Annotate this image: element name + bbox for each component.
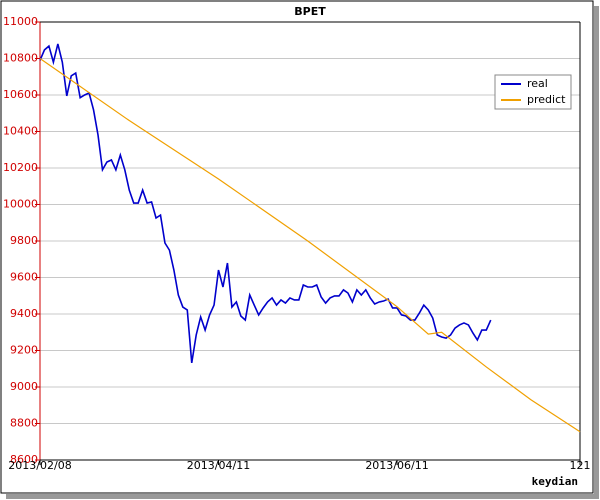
x-tick-label: 2013/06/11 — [365, 459, 428, 472]
x-tick-label: 121 — [570, 459, 591, 472]
shadow — [6, 494, 599, 499]
y-tick-label: 10200 — [3, 161, 38, 174]
y-tick-label: 9600 — [10, 271, 38, 284]
legend-label: real — [527, 77, 548, 90]
y-tick-label: 8800 — [10, 417, 38, 430]
legend-box — [494, 74, 572, 110]
x-tick-label: 2013/04/11 — [187, 459, 250, 472]
y-tick-label: 10800 — [3, 52, 38, 65]
y-tick-label: 8600 — [10, 453, 38, 466]
y-tick-label: 9000 — [10, 380, 38, 393]
y-tick-label: 9800 — [10, 234, 38, 247]
shadow — [594, 6, 599, 498]
y-tick-label: 11000 — [3, 15, 38, 28]
y-tick-label: 10600 — [3, 88, 38, 101]
y-tick-label: 10400 — [3, 125, 38, 138]
x-axis-label: keydian — [532, 475, 578, 488]
line — [39, 43, 492, 364]
y-tick-label: 9400 — [10, 307, 38, 320]
x-tick-label: 2013/02/08 — [8, 459, 71, 472]
chart-title: BPET — [294, 5, 326, 18]
y-tick-label: 9200 — [10, 344, 38, 357]
frame — [0, 0, 594, 494]
line — [39, 58, 581, 433]
y-tick-label: 10000 — [3, 198, 38, 211]
legend-label: predict — [527, 93, 566, 106]
